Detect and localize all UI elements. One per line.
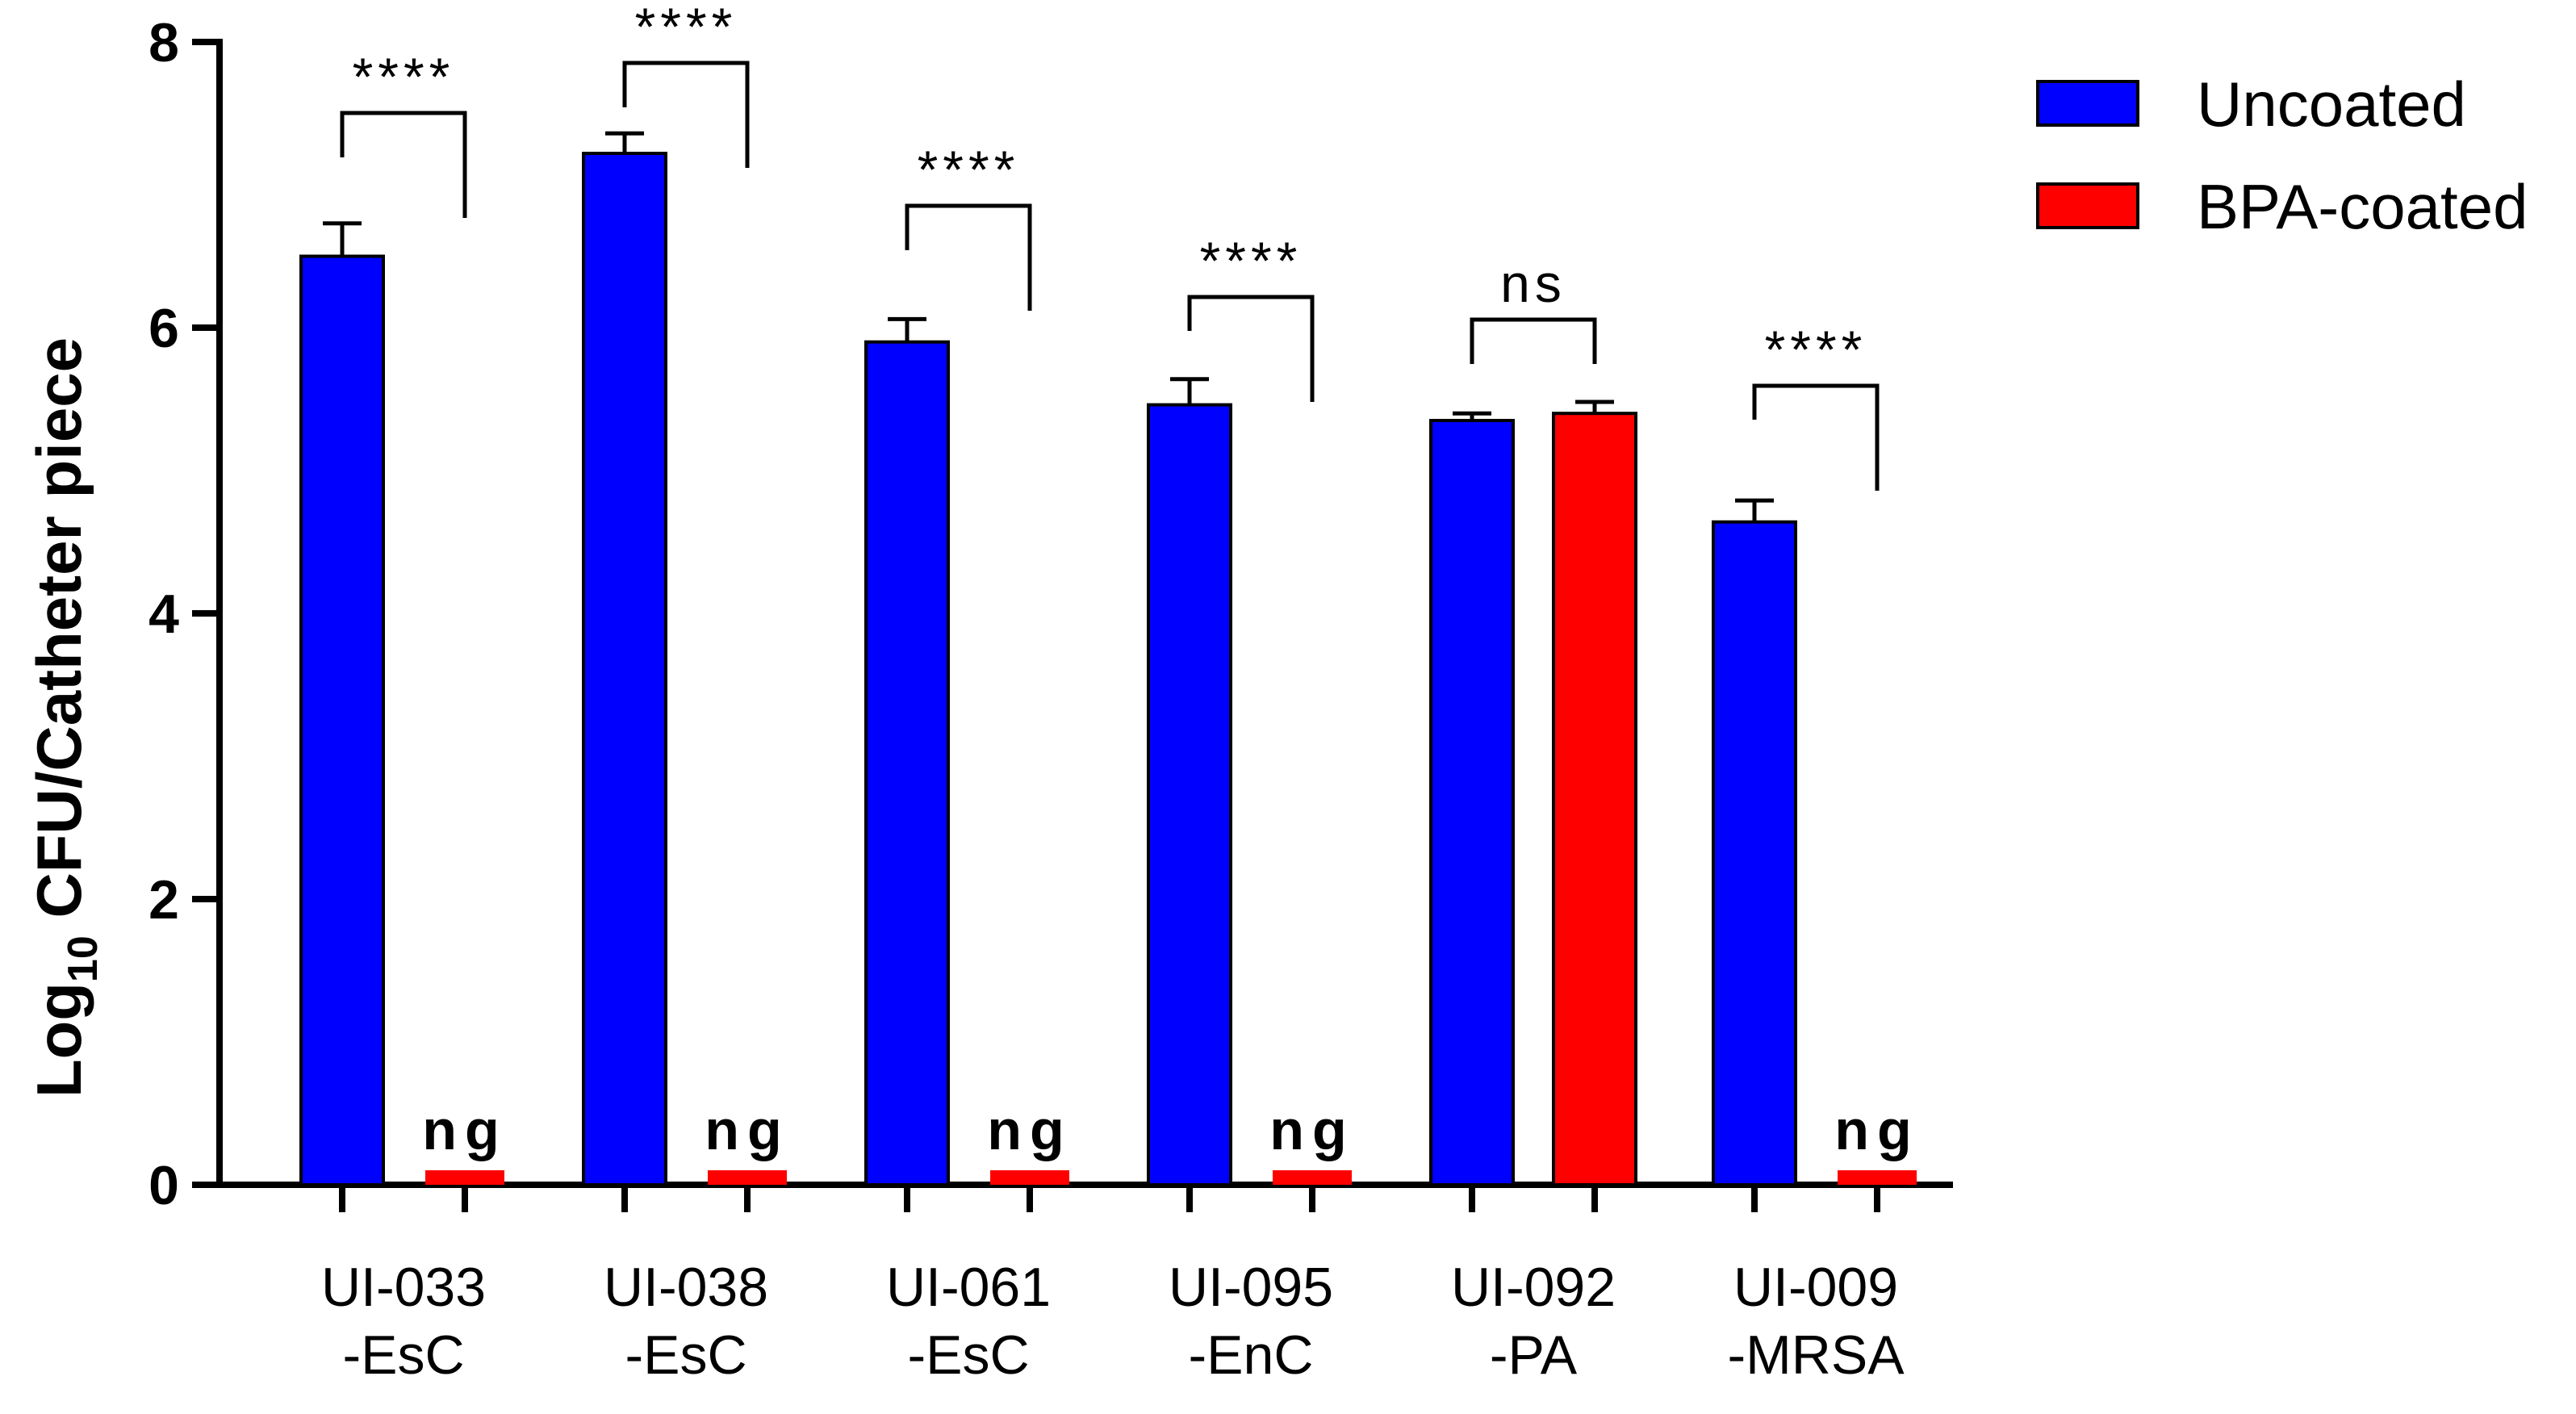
x-tick-label-line1: UI-061 <box>886 1257 1051 1318</box>
bar-uncoated <box>582 152 667 1186</box>
no-growth-label: ng <box>705 1098 790 1161</box>
significance-bracket <box>1752 383 1880 491</box>
y-tick-label: 4 <box>148 584 179 645</box>
x-tick-label-line1: UI-095 <box>1169 1257 1333 1318</box>
bar-uncoated <box>1429 419 1515 1186</box>
x-tick-label-line2: -PA <box>1490 1324 1578 1386</box>
legend-swatch-bpa-coated <box>2036 182 2139 229</box>
x-axis: UI-033-EsCUI-038-EsCUI-061-EsCUI-095-EnC… <box>216 1182 1953 1386</box>
significance-bracket <box>1187 295 1315 402</box>
legend-label-bpa-coated: BPA-coated <box>2197 171 2528 242</box>
y-axis: 0 2 4 6 8 <box>148 12 223 1216</box>
bar-bpa-coated-zero <box>708 1170 787 1185</box>
bar-bpa-coated-zero <box>1838 1170 1917 1185</box>
x-tick-label-line1: UI-009 <box>1733 1257 1898 1318</box>
no-growth-label: ng <box>987 1098 1073 1161</box>
significance-brackets: **** **** **** **** ns **** <box>340 0 1880 491</box>
y-tick-label: 6 <box>148 298 179 359</box>
no-growth-label: ng <box>1834 1098 1920 1161</box>
bar-uncoated <box>864 340 950 1187</box>
x-tick-label-line2: -EsC <box>342 1324 464 1386</box>
bar-uncoated <box>1712 520 1797 1186</box>
significance-label: **** <box>635 0 738 56</box>
significance-label: **** <box>918 140 1020 199</box>
no-growth-label: ng <box>1269 1098 1355 1161</box>
x-tick-label-line2: -EsC <box>907 1324 1029 1386</box>
bar-uncoated <box>299 254 385 1186</box>
no-growth-label: ng <box>422 1098 508 1161</box>
bar-bpa-coated-zero <box>425 1170 504 1185</box>
x-tick-label-line1: UI-038 <box>604 1257 768 1318</box>
x-tick-label-line1: UI-092 <box>1451 1257 1616 1318</box>
y-axis-title-rest: CFU/Catheter piece <box>23 337 94 935</box>
significance-bracket <box>1470 317 1597 364</box>
significance-label: **** <box>1765 320 1867 379</box>
bars: ng ng ng ng ng <box>299 131 1920 1187</box>
x-tick-label-line2: -EnC <box>1189 1324 1314 1386</box>
x-tick-label-line1: UI-033 <box>321 1257 486 1318</box>
y-axis-title: Log10 CFU/Catheter piece <box>23 337 107 1098</box>
legend-label-uncoated: Uncoated <box>2197 69 2466 140</box>
legend: Uncoated BPA-coated <box>2036 69 2528 242</box>
y-axis-title-log: Log <box>23 982 94 1098</box>
significance-label: **** <box>353 47 455 107</box>
significance-bracket <box>905 203 1032 311</box>
y-tick-label: 2 <box>148 869 179 931</box>
bar-bpa-coated-zero <box>990 1170 1069 1185</box>
y-tick-label: 8 <box>148 12 179 73</box>
significance-label: **** <box>1200 231 1303 291</box>
bar-bpa-coated <box>1552 412 1637 1186</box>
legend-swatch-uncoated <box>2036 80 2139 127</box>
significance-label: ns <box>1500 253 1566 313</box>
x-tick-label-line2: -MRSA <box>1727 1324 1905 1386</box>
significance-bracket <box>340 111 467 218</box>
y-tick-label: 0 <box>148 1155 179 1216</box>
bar-uncoated <box>1147 403 1232 1186</box>
y-axis-title-subscript: 10 <box>60 935 107 982</box>
significance-bracket <box>622 61 750 168</box>
bar-bpa-coated-zero <box>1273 1170 1352 1185</box>
x-tick-label-line2: -EsC <box>625 1324 746 1386</box>
